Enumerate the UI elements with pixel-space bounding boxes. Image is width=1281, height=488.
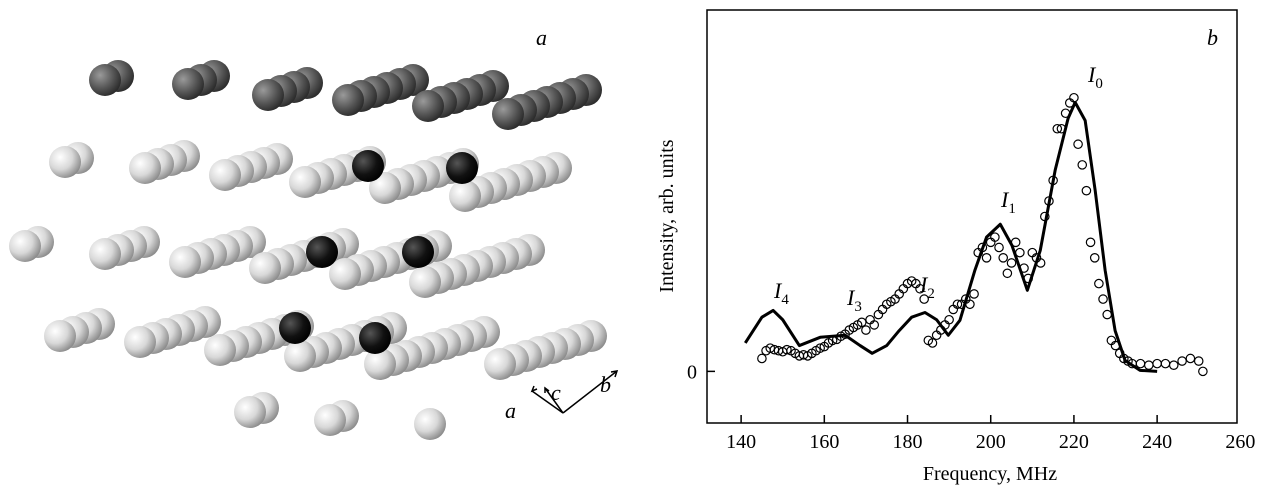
atom — [49, 146, 81, 178]
atom — [209, 159, 241, 191]
data-point — [1161, 359, 1169, 367]
data-point — [1078, 161, 1086, 169]
atom — [314, 404, 346, 436]
data-point — [862, 326, 870, 334]
atom — [169, 246, 201, 278]
crystal-axis-label: a — [505, 398, 516, 423]
data-point — [1178, 357, 1186, 365]
peak-label: I2 — [919, 272, 935, 302]
atom — [409, 266, 441, 298]
data-point — [1170, 361, 1178, 369]
peak-label: I1 — [1000, 187, 1016, 217]
peak-label-sub: 0 — [1095, 76, 1103, 92]
atom — [89, 238, 121, 270]
data-point — [995, 243, 1003, 251]
data-point — [1074, 140, 1082, 148]
data-point — [1086, 238, 1094, 246]
fit-curve — [745, 102, 1157, 371]
data-point — [982, 254, 990, 262]
data-point — [970, 290, 978, 298]
x-tick-label: 240 — [1142, 431, 1172, 453]
panel-label: b — [1207, 25, 1218, 50]
x-tick-label: 140 — [726, 431, 756, 453]
data-point — [1153, 359, 1161, 367]
atom — [44, 320, 76, 352]
data-point — [758, 354, 766, 362]
atom — [492, 98, 524, 130]
dopant-atom — [359, 322, 391, 354]
data-point — [999, 254, 1007, 262]
peak-label-sub: 2 — [927, 286, 935, 302]
atom — [412, 90, 444, 122]
peak-label: I4 — [773, 278, 789, 308]
crystal-axis-label: b — [600, 372, 611, 397]
plot-frame — [707, 10, 1237, 423]
atom — [89, 64, 121, 96]
data-point — [1145, 361, 1153, 369]
dopant-atom — [352, 150, 384, 182]
atom — [289, 166, 321, 198]
crystal-axis-label: c — [551, 380, 561, 405]
y-tick-label: 0 — [687, 361, 697, 383]
figure: a a c b b Frequency, MHz Intensity, arb.… — [0, 0, 1281, 488]
structure-panel — [9, 60, 607, 440]
page: {"panel_a": {"label": "a", "axes": ["a",… — [0, 0, 1281, 488]
atom — [414, 408, 446, 440]
data-point — [1003, 269, 1011, 277]
data-point — [1099, 295, 1107, 303]
x-axis-label: Frequency, MHz — [923, 463, 1057, 485]
dopant-atom — [446, 152, 478, 184]
atom — [234, 396, 266, 428]
peak-label: I3 — [846, 285, 862, 315]
atom — [332, 84, 364, 116]
data-point — [1091, 254, 1099, 262]
x-tick-label: 180 — [893, 431, 923, 453]
atom — [249, 252, 281, 284]
arrowhead — [532, 386, 537, 391]
atom — [484, 348, 516, 380]
x-tick-label: 160 — [809, 431, 839, 453]
peak-label-sub: 1 — [1008, 201, 1016, 217]
atom — [172, 68, 204, 100]
data-point — [1195, 357, 1203, 365]
dopant-atom — [402, 236, 434, 268]
dopant-atom — [279, 312, 311, 344]
data-point — [1082, 186, 1090, 194]
panel-label: a — [536, 25, 547, 50]
atom — [204, 334, 236, 366]
atom — [129, 152, 161, 184]
atom — [252, 79, 284, 111]
y-axis-label: Intensity, arb. units — [656, 139, 678, 292]
atom — [124, 326, 156, 358]
data-point — [1199, 367, 1207, 375]
data-point — [1007, 259, 1015, 267]
atom — [9, 230, 41, 262]
dopant-atom — [306, 236, 338, 268]
atom — [284, 340, 316, 372]
data-point — [1136, 359, 1144, 367]
peak-label: I0 — [1087, 62, 1103, 92]
x-tick-label: 260 — [1225, 431, 1255, 453]
peak-label-sub: 4 — [781, 292, 789, 308]
x-tick-label: 220 — [1059, 431, 1089, 453]
atom — [449, 180, 481, 212]
data-point — [1095, 279, 1103, 287]
data-point — [1186, 354, 1194, 362]
peak-label-sub: 3 — [854, 299, 862, 315]
data-point — [1103, 310, 1111, 318]
x-tick-label: 200 — [976, 431, 1006, 453]
